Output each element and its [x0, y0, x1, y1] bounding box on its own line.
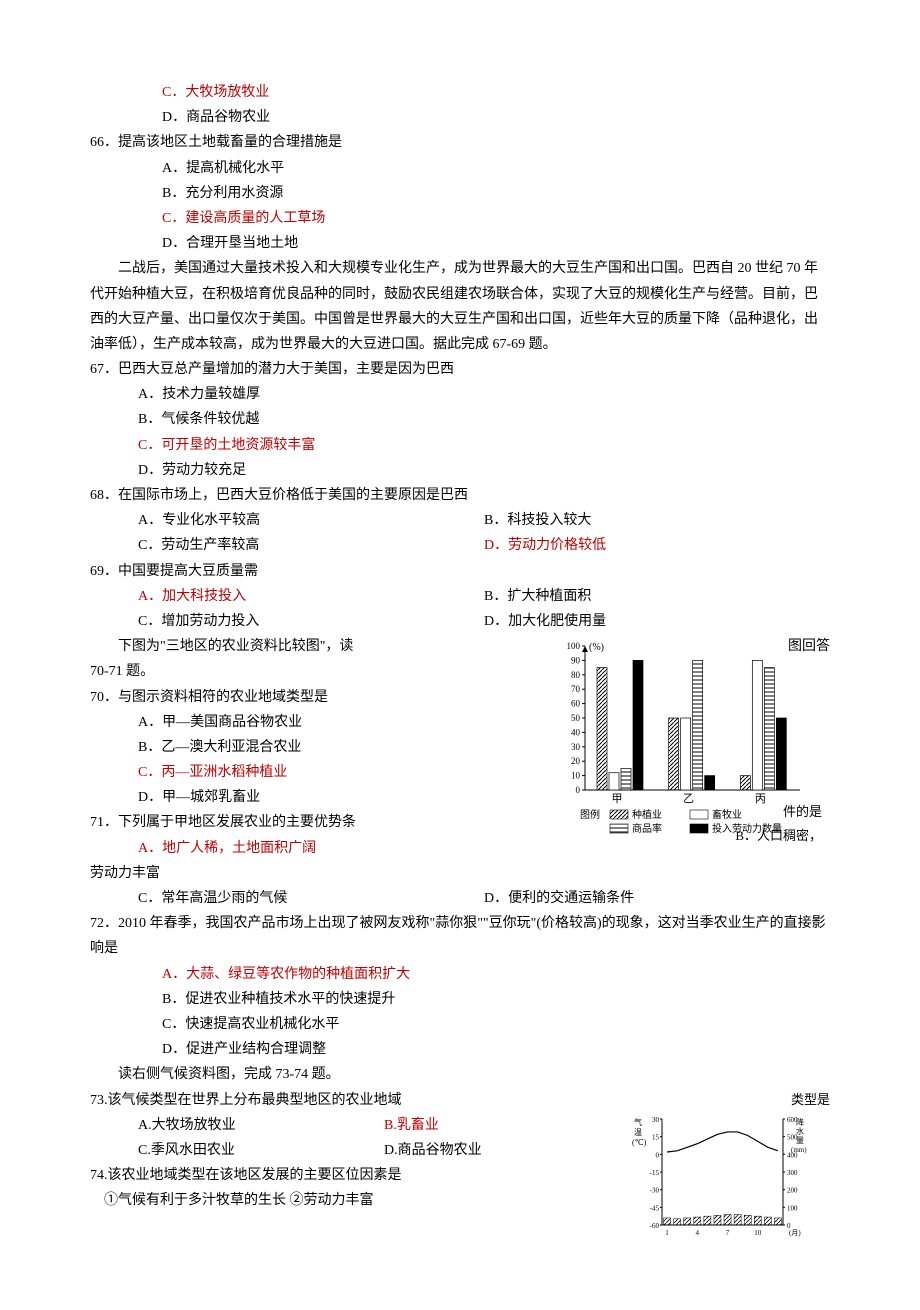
q68-option-a: A．专业化水平较高 — [138, 508, 484, 533]
svg-text:乙: 乙 — [683, 792, 694, 805]
q69-option-b: B．扩大种植面积 — [484, 584, 830, 609]
q71-option-c: C．常年高温少雨的气候 — [138, 886, 484, 911]
svg-text:90: 90 — [571, 656, 581, 666]
passage-climate: 读右侧气候资料图，完成 73-74 题。 — [118, 1062, 830, 1087]
svg-text:(月): (月) — [789, 1229, 801, 1237]
svg-text:-60: -60 — [650, 1222, 660, 1230]
q65-option-c: C．大牧场放牧业 — [162, 80, 830, 105]
q69-option-d: D．加大化肥使用量 — [484, 609, 830, 634]
q66-stem: 66．提高该地区土地载畜量的合理措施是 — [90, 130, 830, 155]
q70-option-d: D．甲—城郊乳畜业 — [138, 785, 550, 810]
q71-option-b2: 劳动力丰富 — [90, 861, 830, 886]
q68-stem: 68．在国际市场上，巴西大豆价格低于美国的主要原因是巴西 — [90, 483, 830, 508]
q70-option-c: C．丙—亚洲水稻种植业 — [138, 760, 550, 785]
q67-stem: 67．巴西大豆总产量增加的潜力大于美国，主要是因为巴西 — [90, 357, 830, 382]
svg-text:种植业: 种植业 — [632, 808, 662, 821]
q66-option-c: C．建设高质量的人工草场 — [162, 206, 830, 231]
svg-text:300: 300 — [787, 1169, 798, 1177]
q74-line2: ①气候有利于多汁牧草的生长 ②劳动力丰富 — [104, 1188, 630, 1213]
svg-text:100: 100 — [787, 1204, 798, 1212]
svg-text:80: 80 — [571, 670, 581, 680]
svg-text:50: 50 — [571, 713, 581, 723]
q67-option-b: B．气候条件较优越 — [138, 407, 830, 432]
svg-text:7: 7 — [726, 1229, 730, 1237]
q68-option-c: C．劳动生产率较高 — [138, 533, 484, 558]
svg-text:4: 4 — [696, 1229, 700, 1237]
q72-option-b: B．促进农业种植技术水平的快速提升 — [162, 987, 830, 1012]
q71-stem-b: 件的是 — [783, 800, 822, 823]
q72-option-d: D．促进产业结构合理调整 — [162, 1037, 830, 1062]
svg-text:70: 70 — [571, 684, 581, 694]
svg-text:100: 100 — [567, 641, 581, 651]
svg-text:丙: 丙 — [755, 793, 766, 805]
q73-stem-a: 73.该气候类型在世界上分布最典型地区的农业地域 — [90, 1088, 630, 1113]
svg-text:60: 60 — [571, 699, 581, 709]
svg-text:30: 30 — [652, 1116, 660, 1124]
svg-text:畜牧业: 畜牧业 — [712, 808, 742, 821]
q68-option-d: D．劳动力价格较低 — [484, 533, 830, 558]
q74-stem: 74.该农业地域类型在该地区发展的主要区位因素是 — [90, 1163, 630, 1188]
q67-option-d: D．劳动力较充足 — [138, 458, 830, 483]
climate-chart: 气温(℃)降水量(mm)-60-45-30-150153001002003004… — [630, 1111, 815, 1241]
svg-text:0: 0 — [656, 1151, 660, 1159]
svg-text:0: 0 — [576, 785, 581, 795]
passage-chart-text-b: 图回答 — [788, 634, 830, 659]
q70-option-a: A．甲—美国商品谷物农业 — [138, 710, 550, 735]
passage-chart-line2: 70-71 题。 — [90, 659, 550, 684]
svg-text:40: 40 — [571, 728, 581, 738]
q69-option-a: A．加大科技投入 — [138, 584, 484, 609]
passage-chart-line1: 下图为"三地区的农业资料比较图"，读 — [90, 634, 550, 659]
svg-text:-15: -15 — [650, 1169, 660, 1177]
bar-chart: (%)0102030405060708090100甲乙丙图例种植业畜牧业商品率投… — [550, 638, 810, 838]
svg-text:15: 15 — [652, 1134, 660, 1142]
q66-option-b: B．充分利用水资源 — [162, 181, 830, 206]
q72-option-a: A．大蒜、绿豆等农作物的种植面积扩大 — [162, 962, 830, 987]
q71-option-b: B．人口稠密， — [735, 824, 822, 847]
q65-option-d: D．商品谷物农业 — [162, 105, 830, 130]
svg-text:温: 温 — [634, 1128, 642, 1137]
svg-text:气: 气 — [634, 1117, 642, 1127]
svg-text:600: 600 — [787, 1116, 798, 1124]
svg-text:30: 30 — [571, 742, 581, 752]
q70-option-b: B．乙—澳大利亚混合农业 — [138, 735, 550, 760]
q72-option-c: C．快速提高农业机械化水平 — [162, 1012, 830, 1037]
svg-text:200: 200 — [787, 1187, 798, 1195]
q68-option-b: B．科技投入较大 — [484, 508, 830, 533]
q71-option-a: A．地广人稀，土地面积广阔 — [138, 836, 550, 861]
passage-soybean: 二战后，美国通过大量技术投入和大规模专业化生产，成为世界最大的大豆生产国和出口国… — [90, 256, 830, 357]
q66-option-a: A．提高机械化水平 — [162, 156, 830, 181]
q73-option-b: B.乳畜业 — [384, 1113, 630, 1138]
svg-text:1: 1 — [665, 1229, 669, 1237]
svg-text:商品率: 商品率 — [632, 822, 662, 835]
svg-text:(℃): (℃) — [632, 1138, 647, 1147]
svg-text:-45: -45 — [650, 1204, 660, 1212]
q67-option-a: A．技术力量较雄厚 — [138, 382, 830, 407]
q67-option-c: C．可开垦的土地资源较丰富 — [138, 433, 830, 458]
q66-option-d: D．合理开垦当地土地 — [162, 231, 830, 256]
q72-stem: 72．2010 年春季，我国农产品市场上出现了被网友戏称"蒜你狠""豆你玩"(价… — [90, 911, 830, 961]
svg-text:10: 10 — [571, 771, 581, 781]
passage-chart-text-a: 下图为"三地区的农业资料比较图"，读 — [118, 639, 353, 654]
q73-option-c: C.季风水田农业 — [138, 1138, 384, 1163]
q69-stem: 69．中国要提高大豆质量需 — [90, 559, 830, 584]
q69-option-c: C．增加劳动力投入 — [138, 609, 484, 634]
svg-text:500: 500 — [787, 1134, 798, 1142]
q73-stem-b: 类型是 — [630, 1088, 830, 1111]
svg-text:甲: 甲 — [612, 793, 623, 805]
q73-option-d: D.商品谷物农业 — [384, 1138, 630, 1163]
q73-option-a: A.大牧场放牧业 — [138, 1113, 384, 1138]
svg-text:20: 20 — [571, 756, 581, 766]
q70-stem: 70．与图示资料相符的农业地域类型是 — [90, 685, 550, 710]
svg-text:10: 10 — [754, 1229, 762, 1237]
svg-text:400: 400 — [787, 1151, 798, 1159]
svg-text:-30: -30 — [650, 1187, 660, 1195]
svg-text:图例: 图例 — [580, 808, 600, 821]
q71-stem-a: 71．下列属于甲地区发展农业的主要优势条 — [90, 810, 550, 835]
svg-text:(%): (%) — [589, 642, 604, 653]
q71-option-d: D．便利的交通运输条件 — [484, 886, 830, 911]
